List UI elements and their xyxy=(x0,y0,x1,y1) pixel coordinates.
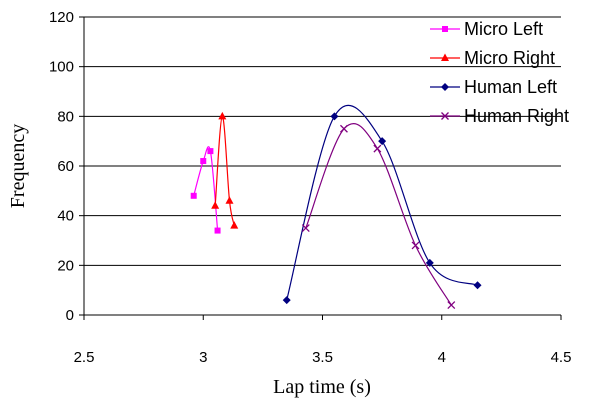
x-tick-label: 4 xyxy=(438,349,446,366)
legend-label-micro-left: Micro Left xyxy=(464,19,543,39)
legend-item-human-left: Human Left xyxy=(430,77,557,97)
axes xyxy=(79,16,562,320)
data-point-human-right xyxy=(373,144,382,153)
legend-label-human-right: Human Right xyxy=(464,106,569,126)
legend-marker-human-left xyxy=(441,83,449,91)
legend-marker-human-right xyxy=(441,112,449,120)
data-point-micro-right xyxy=(225,196,234,204)
x-axis-title: Lap time (s) xyxy=(273,376,371,398)
series-line-human-left xyxy=(286,104,478,301)
data-point-human-left xyxy=(473,281,482,290)
data-point-human-left xyxy=(282,296,291,305)
y-tick-label: 60 xyxy=(57,158,74,175)
legend-label-micro-right: Micro Right xyxy=(464,48,555,68)
data-point-micro-right xyxy=(218,111,227,120)
series-line-human-right xyxy=(305,122,452,306)
data-point-micro-left xyxy=(207,148,214,155)
series xyxy=(190,104,482,310)
series-micro-right xyxy=(211,111,239,229)
x-tick-label: 3.5 xyxy=(312,349,333,366)
data-point-human-right xyxy=(301,224,310,233)
x-tick-label: 3 xyxy=(199,349,207,366)
series-human-right xyxy=(301,122,456,310)
data-point-micro-right xyxy=(230,221,239,229)
data-point-micro-left xyxy=(214,227,221,234)
legend-item-micro-left: Micro Left xyxy=(430,19,543,39)
legend: Micro Left Micro Right Human Left Human Rig… xyxy=(430,19,569,126)
data-point-micro-right xyxy=(211,201,220,209)
y-tick-label: 80 xyxy=(57,108,74,125)
data-point-human-right xyxy=(411,241,420,250)
y-tick-label: 120 xyxy=(49,9,74,26)
tick-labels: 0 20 40 60 80 100 120 2.5 3 3.5 4 4.5 xyxy=(49,9,571,366)
data-point-micro-left xyxy=(190,192,197,199)
legend-item-micro-right: Micro Right xyxy=(430,48,555,68)
legend-marker-micro-right xyxy=(441,53,449,61)
series-line-micro-left xyxy=(193,146,219,231)
legend-item-human-right: Human Right xyxy=(430,106,569,126)
series-micro-left xyxy=(190,146,221,234)
data-point-human-left xyxy=(330,112,339,121)
data-point-human-right xyxy=(447,301,456,310)
y-tick-label: 40 xyxy=(57,208,74,225)
grid-lines xyxy=(84,16,561,266)
x-tick-label: 4.5 xyxy=(551,349,572,366)
x-tick-label: 2.5 xyxy=(74,349,95,366)
legend-label-human-left: Human Left xyxy=(464,77,557,97)
series-human-left xyxy=(282,104,482,305)
series-line-micro-right xyxy=(214,115,235,226)
data-point-human-left xyxy=(378,137,387,146)
data-point-micro-left xyxy=(200,158,207,165)
data-point-human-right xyxy=(340,124,348,133)
y-tick-label: 100 xyxy=(49,59,74,76)
data-point-human-left xyxy=(425,258,434,267)
legend-marker-micro-left xyxy=(442,26,448,32)
y-tick-label: 0 xyxy=(66,307,74,324)
y-axis-title: Frequency xyxy=(7,124,29,208)
y-tick-label: 20 xyxy=(57,257,74,274)
